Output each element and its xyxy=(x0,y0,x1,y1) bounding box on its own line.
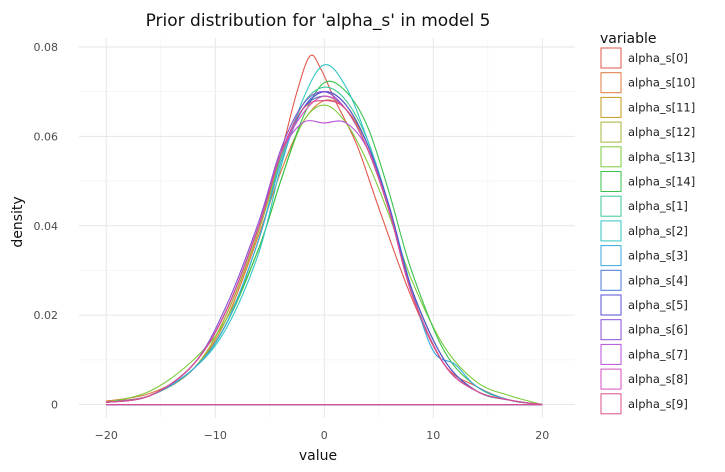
x-tick-label: 20 xyxy=(535,429,549,442)
legend-key xyxy=(600,368,622,390)
legend-key xyxy=(600,195,622,217)
legend-key xyxy=(600,121,622,143)
x-axis-ticks: −20 −10 0 10 20 xyxy=(95,429,550,442)
legend-label: alpha_s[0] xyxy=(628,51,688,65)
y-axis-ticks: 0 0.02 0.04 0.06 0.08 xyxy=(34,41,59,412)
x-tick-label: 10 xyxy=(426,429,440,442)
legend-key xyxy=(600,319,622,341)
y-tick-label: 0.06 xyxy=(34,130,59,143)
legend-label: alpha_s[5] xyxy=(628,298,688,312)
legend-label: alpha_s[6] xyxy=(628,323,688,337)
density-curve-alpha_s[9] xyxy=(106,100,543,406)
chart-title: Prior distribution for 'alpha_s' in mode… xyxy=(146,11,491,31)
legend-key xyxy=(600,171,622,192)
legend-key xyxy=(600,72,622,94)
legend-key xyxy=(600,393,622,415)
legend-label: alpha_s[7] xyxy=(628,347,688,361)
legend-label: alpha_s[12] xyxy=(628,125,695,139)
x-tick-label: −10 xyxy=(204,429,227,442)
x-axis-title: value xyxy=(299,448,337,464)
legend-label: alpha_s[9] xyxy=(628,397,688,411)
y-tick-label: 0.04 xyxy=(34,220,59,233)
legend-label: alpha_s[13] xyxy=(628,150,695,164)
legend-label: alpha_s[4] xyxy=(628,273,688,287)
legend-label: alpha_s[8] xyxy=(628,372,688,386)
x-tick-label: 0 xyxy=(321,429,328,442)
legend-key xyxy=(600,343,622,365)
y-tick-label: 0.02 xyxy=(34,309,59,322)
legend-label: alpha_s[10] xyxy=(628,76,695,90)
legend-title: variable xyxy=(600,31,656,47)
legend-label: alpha_s[14] xyxy=(628,175,695,189)
legend-key xyxy=(600,96,622,118)
legend: variable alpha_s[0] alpha_s[10] alpha_s[11… xyxy=(600,31,695,415)
density-curve-alpha_s[13] xyxy=(106,104,543,406)
legend-label: alpha_s[1] xyxy=(628,199,688,213)
y-tick-label: 0.08 xyxy=(34,41,59,54)
legend-label: alpha_s[3] xyxy=(628,249,688,263)
legend-label: alpha_s[11] xyxy=(628,100,695,114)
x-tick-label: −20 xyxy=(95,429,118,442)
density-curves xyxy=(106,54,543,406)
y-axis-title: density xyxy=(10,196,26,247)
legend-key xyxy=(600,245,622,267)
legend-key xyxy=(600,146,622,168)
legend-key xyxy=(600,220,622,242)
grid xyxy=(79,38,575,418)
y-tick-label: 0 xyxy=(51,399,58,412)
legend-key xyxy=(600,269,622,291)
legend-label: alpha_s[2] xyxy=(628,224,688,238)
legend-key xyxy=(600,294,622,316)
legend-key xyxy=(600,47,622,69)
